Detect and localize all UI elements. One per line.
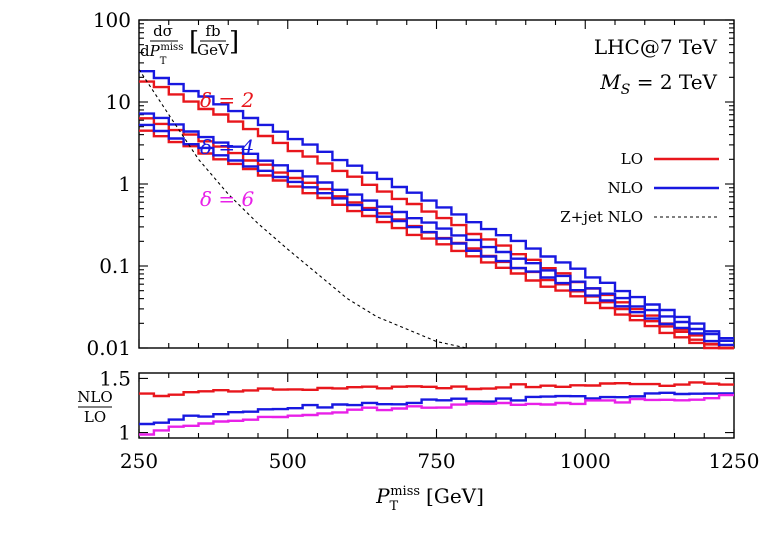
y-tick-label: 10	[106, 90, 131, 114]
ratio-plot-frame	[138, 372, 735, 439]
legend-nlo-label: NLO	[608, 179, 643, 197]
svg-text:[: [	[189, 27, 199, 57]
x-tick-label: 750	[417, 449, 455, 473]
y-tick-label: 1	[118, 172, 131, 196]
x-tick-label: 500	[269, 449, 307, 473]
delta2-label: δ = 2	[200, 88, 254, 112]
machine-label: LHC@7 TeV	[594, 35, 718, 59]
main-y-ticks: 100 10 1 0.1 0.01	[86, 8, 734, 360]
ratio-ylabel-denominator: LO	[84, 408, 106, 426]
ratio-series-delta4	[139, 391, 734, 426]
main-y-axis-label: dσ dPTmiss [ fb GeV ]	[140, 22, 239, 67]
series-delta2-nlo	[139, 70, 734, 340]
ylabel-numerator: dσ	[153, 22, 173, 40]
ratio-y-tick-label: 1	[118, 421, 131, 445]
ratio-series-delta2	[139, 381, 734, 398]
svg-text:]: ]	[229, 27, 239, 57]
ylabel-denominator: dPTmiss	[140, 42, 183, 67]
ratio-y-tick-label: 1.5	[99, 366, 131, 390]
y-tick-label: 0.01	[86, 336, 131, 360]
x-tick-label: 250	[120, 449, 158, 473]
ratio-y-ticks: 1.51	[99, 366, 734, 445]
legend: LO NLO Z+jet NLO	[560, 150, 719, 226]
main-series-group	[138, 69, 734, 350]
delta4-label: δ = 4	[200, 135, 254, 159]
ylabel-unit-numerator: fb	[205, 22, 220, 40]
series-zjet-nlo	[138, 69, 496, 349]
ratio-ylabel-numerator: NLO	[77, 388, 112, 406]
x-axis-label: PTmiss [GeV]	[375, 484, 484, 514]
ratio-series-group	[139, 381, 734, 436]
ylabel-unit-denominator: GeV	[197, 41, 230, 59]
x-tick-label: 1250	[709, 449, 760, 473]
x-ticks: 250 500 750 1000 1250	[120, 20, 760, 473]
mass-label: MS = 2 TeV	[599, 70, 717, 98]
delta6-label: δ = 6	[200, 187, 255, 211]
y-tick-label: 100	[93, 8, 131, 32]
ratio-series-delta6	[139, 393, 734, 436]
ratio-y-axis-label: NLO LO	[77, 388, 112, 426]
x-tick-label: 1000	[560, 449, 611, 473]
y-tick-label: 0.1	[99, 254, 131, 278]
series-delta6-nlo	[139, 123, 734, 347]
legend-zjet-label: Z+jet NLO	[560, 208, 643, 226]
legend-lo-label: LO	[621, 150, 643, 168]
series-delta4-nlo	[139, 112, 734, 342]
